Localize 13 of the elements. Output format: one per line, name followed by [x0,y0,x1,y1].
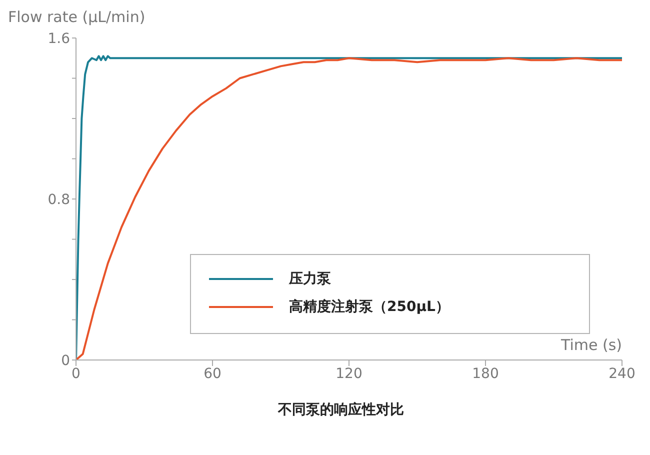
legend-label: 高精度注射泵（250μL） [289,298,450,316]
x-tick-label: 120 [336,366,362,382]
x-tick-label: 180 [472,366,499,382]
text: 不同泵的响应性对比 [278,401,404,419]
x-tick-label: 240 [608,366,636,382]
y-axis-title: Flow rate (μL/min) [8,8,146,26]
x-axis-title: Time (s) [561,336,622,354]
y-tick-label: 0 [61,352,70,369]
y-tick-label: 0.8 [48,192,70,208]
legend-label: 压力泵 [289,270,331,288]
y-tick-label: 1.6 [48,30,70,47]
x-tick-label: 60 [204,366,222,382]
x-tick-label: 0 [72,366,80,382]
